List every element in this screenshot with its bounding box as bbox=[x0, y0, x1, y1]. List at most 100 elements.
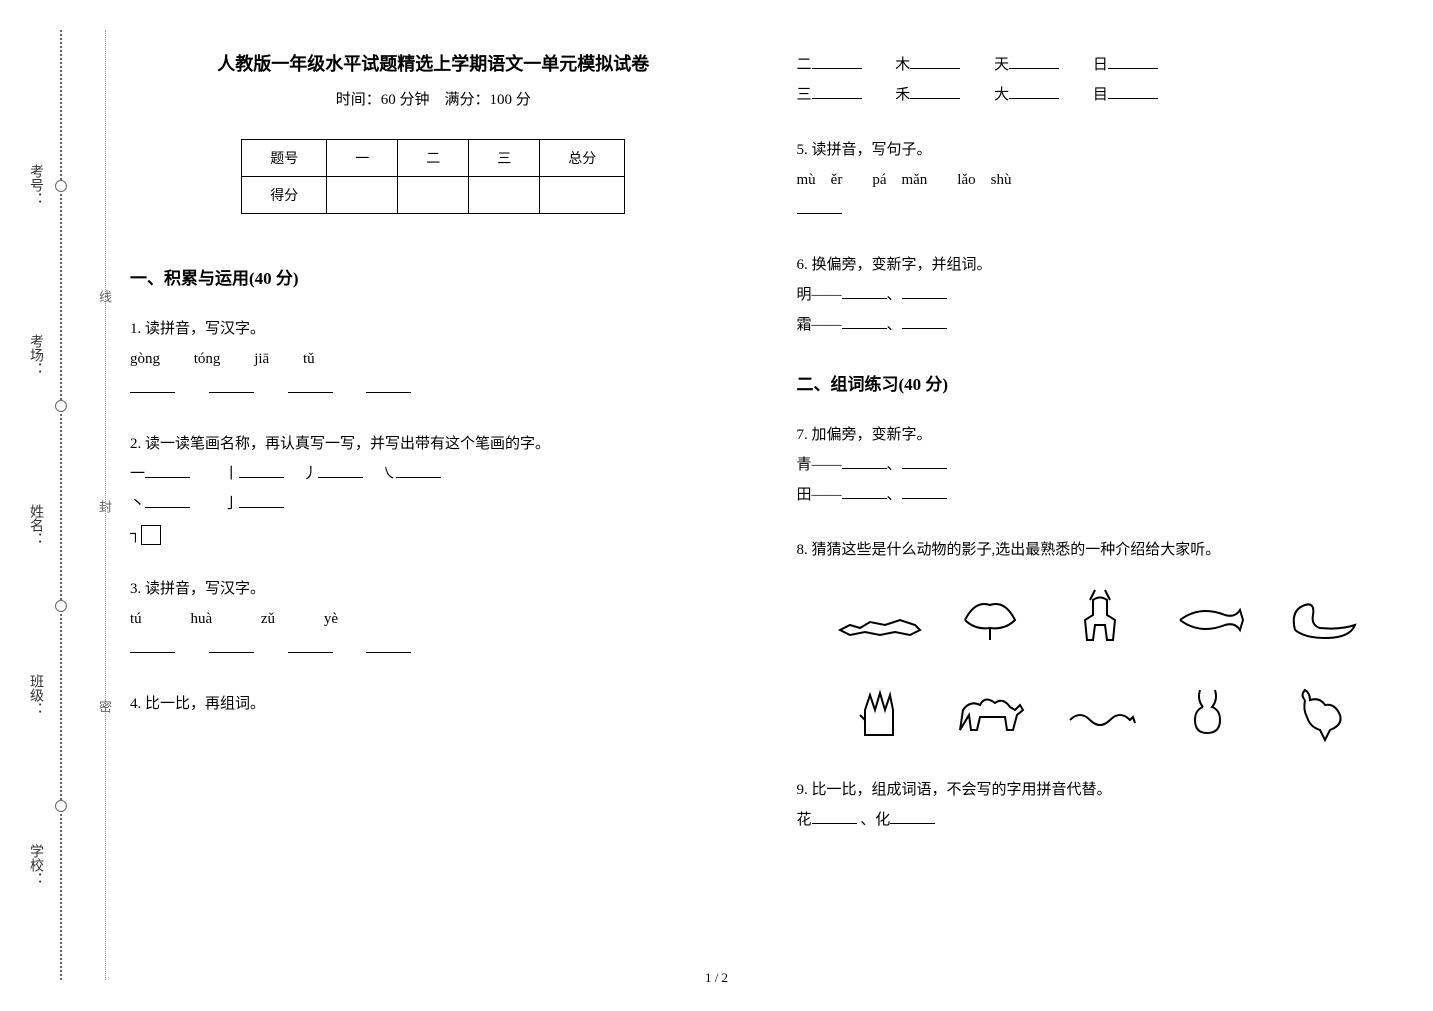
fold-text-xian: 线 bbox=[95, 290, 114, 303]
animal-deer-icon bbox=[1055, 580, 1145, 655]
question-6: 6. 换偏旁，变新字，并组词。 明——、 霜——、 bbox=[797, 250, 1404, 340]
sidebar-label-banji: 班级： bbox=[25, 674, 45, 716]
q2-box: ┐ bbox=[130, 519, 737, 549]
blank bbox=[366, 375, 411, 393]
pinyin: tóng bbox=[194, 351, 221, 367]
blank bbox=[145, 490, 190, 508]
pinyin: tǔ bbox=[303, 351, 315, 367]
blank bbox=[902, 281, 947, 299]
q1-blanks bbox=[130, 374, 737, 404]
table-cell: 总分 bbox=[540, 140, 625, 177]
blank bbox=[910, 81, 960, 99]
pinyin: tú bbox=[130, 611, 142, 627]
q5-label: 5. 读拼音，写句子。 bbox=[797, 135, 1404, 165]
blank bbox=[145, 460, 190, 478]
char: 禾 bbox=[895, 87, 910, 103]
blank bbox=[209, 635, 254, 653]
char: 三 bbox=[797, 87, 812, 103]
q2-label: 2. 读一读笔画名称，再认真写一写，并写出带有这个笔画的字。 bbox=[130, 429, 737, 459]
blank bbox=[842, 281, 887, 299]
question-2: 2. 读一读笔画名称，再认真写一写，并写出带有这个笔画的字。 一 丨 丿 ㇏ 丶… bbox=[130, 429, 737, 549]
blank bbox=[366, 635, 411, 653]
animal-camel-icon bbox=[945, 675, 1035, 750]
blank bbox=[842, 481, 887, 499]
sidebar-label-kaohao: 考号： bbox=[25, 164, 45, 206]
question-4-continued: 二 木 天 日 三 禾 大 目 bbox=[797, 50, 1404, 110]
blank bbox=[239, 460, 284, 478]
stroke: 一 bbox=[130, 466, 145, 482]
char: 目 bbox=[1093, 87, 1108, 103]
table-row: 题号 一 二 三 总分 bbox=[242, 140, 625, 177]
blank bbox=[797, 196, 842, 214]
sidebar-label-kaochang: 考场： bbox=[25, 334, 45, 376]
q2-strokes-row2: 丶 亅 bbox=[130, 489, 737, 519]
stroke-box bbox=[141, 525, 161, 545]
q3-pinyin-row: tú huà zǔ yè bbox=[130, 604, 737, 634]
q6-row2: 霜——、 bbox=[797, 310, 1404, 340]
pinyin: zǔ bbox=[261, 611, 275, 627]
question-4: 4. 比一比，再组词。 bbox=[130, 689, 737, 719]
char: 二 bbox=[797, 57, 812, 73]
char: 日 bbox=[1093, 57, 1108, 73]
table-cell: 得分 bbox=[242, 177, 327, 214]
score-table: 题号 一 二 三 总分 得分 bbox=[241, 139, 625, 214]
char: 天 bbox=[994, 57, 1009, 73]
fold-line-outer bbox=[60, 30, 62, 980]
sidebar-labels: 考号： 考场： 姓名： 班级： 学校： bbox=[20, 100, 50, 950]
table-cell bbox=[327, 177, 398, 214]
q9-label: 9. 比一比，组成词语，不会写的字用拼音代替。 bbox=[797, 775, 1404, 805]
char: 、化 bbox=[860, 812, 890, 828]
q5-pinyin: mù ěr pá mǎn lǎo shù bbox=[797, 165, 1404, 195]
blank bbox=[1108, 51, 1158, 69]
blank bbox=[396, 460, 441, 478]
blank bbox=[288, 375, 333, 393]
fold-text-feng: 封 bbox=[95, 500, 114, 513]
fold-marker bbox=[55, 180, 67, 192]
question-8: 8. 猜猜这些是什么动物的影子,选出最熟悉的一种介绍给大家听。 bbox=[797, 535, 1404, 750]
fold-marker bbox=[55, 600, 67, 612]
column-left: 人教版一年级水平试题精选上学期语文一单元模拟试卷 时间：60 分钟 满分：100… bbox=[130, 50, 737, 860]
blank bbox=[812, 51, 862, 69]
blank bbox=[890, 806, 935, 824]
q4-label: 4. 比一比，再组词。 bbox=[130, 689, 737, 719]
animal-hand-icon bbox=[835, 675, 925, 750]
blank bbox=[239, 490, 284, 508]
blank bbox=[130, 635, 175, 653]
stroke: 丿 bbox=[303, 466, 318, 482]
blank bbox=[902, 311, 947, 329]
table-row: 得分 bbox=[242, 177, 625, 214]
q6-row1: 明——、 bbox=[797, 280, 1404, 310]
sidebar-label-xingming: 姓名： bbox=[25, 504, 45, 546]
blank bbox=[130, 375, 175, 393]
pinyin: gòng bbox=[130, 351, 160, 367]
animal-snake-icon bbox=[1055, 675, 1145, 750]
page-number: 1 / 2 bbox=[705, 970, 728, 986]
question-1: 1. 读拼音，写汉字。 gòng tóng jiā tǔ bbox=[130, 314, 737, 404]
q3-label: 3. 读拼音，写汉字。 bbox=[130, 574, 737, 604]
question-3: 3. 读拼音，写汉字。 tú huà zǔ yè bbox=[130, 574, 737, 664]
q5-blank bbox=[797, 195, 1404, 225]
paper-subtitle: 时间：60 分钟 满分：100 分 bbox=[130, 88, 737, 109]
question-5: 5. 读拼音，写句子。 mù ěr pá mǎn lǎo shù bbox=[797, 135, 1404, 225]
column-right: 二 木 天 日 三 禾 大 目 5. 读拼音，写句子。 mù ěr pá mǎn… bbox=[797, 50, 1404, 860]
stroke: 亅 bbox=[224, 496, 239, 512]
q1-label: 1. 读拼音，写汉字。 bbox=[130, 314, 737, 344]
blank bbox=[209, 375, 254, 393]
sidebar-label-xuexiao: 学校： bbox=[25, 844, 45, 886]
q7-row1: 青——、 bbox=[797, 450, 1404, 480]
blank bbox=[1009, 81, 1059, 99]
q9-row: 花 、化 bbox=[797, 805, 1404, 835]
animal-rabbit-icon bbox=[1165, 675, 1255, 750]
paper-title: 人教版一年级水平试题精选上学期语文一单元模拟试卷 bbox=[130, 50, 737, 76]
stroke: 丨 bbox=[224, 466, 239, 482]
char: 大 bbox=[994, 87, 1009, 103]
q2-strokes-row1: 一 丨 丿 ㇏ bbox=[130, 459, 737, 489]
fold-text-mi: 密 bbox=[95, 700, 114, 713]
pinyin: huà bbox=[190, 611, 212, 627]
table-cell: 三 bbox=[469, 140, 540, 177]
q7-label: 7. 加偏旁，变新字。 bbox=[797, 420, 1404, 450]
stroke: 丶 bbox=[130, 496, 145, 512]
q6-label: 6. 换偏旁，变新字，并组词。 bbox=[797, 250, 1404, 280]
animal-bird-icon bbox=[945, 580, 1035, 655]
animal-rooster-icon bbox=[1275, 675, 1365, 750]
